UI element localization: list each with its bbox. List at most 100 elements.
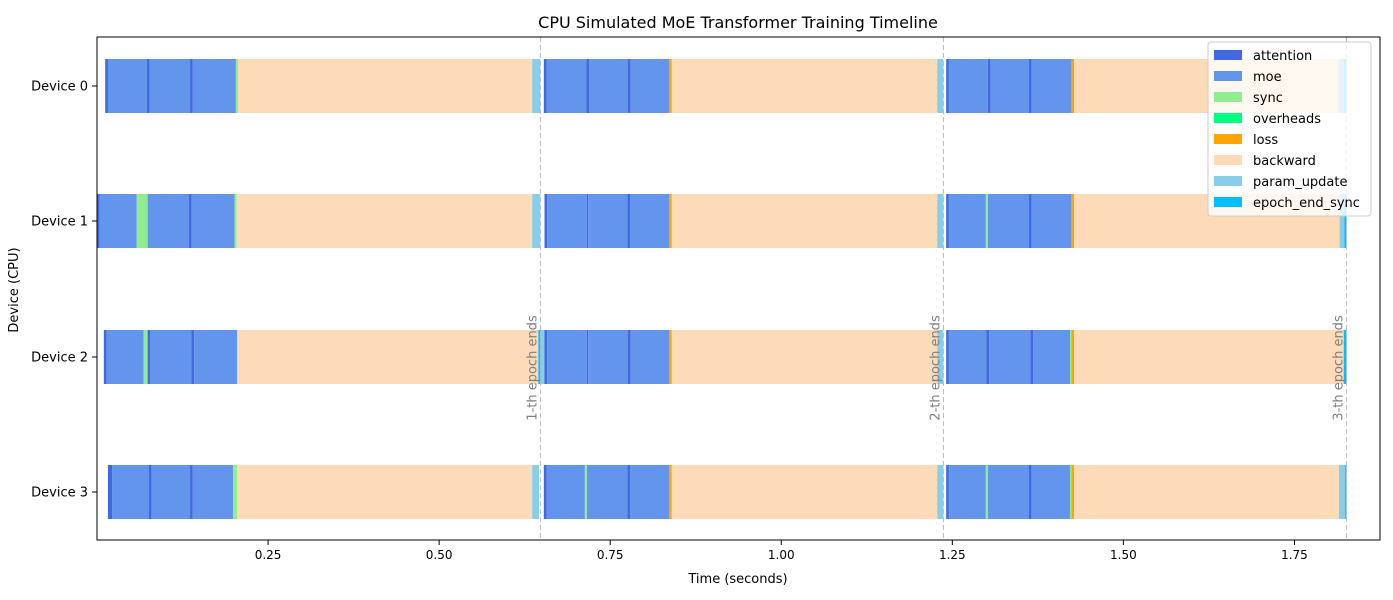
segment-backward <box>236 194 533 248</box>
x-tick-label: 0.75 <box>597 548 624 562</box>
segment-backward <box>671 194 938 248</box>
segment-moe <box>192 465 234 519</box>
segment-moe <box>1033 330 1071 384</box>
segment-moe <box>150 330 192 384</box>
segment-sync <box>985 465 988 519</box>
segment-moe <box>192 59 236 113</box>
segment-moe <box>547 194 587 248</box>
segment-moe <box>987 465 1029 519</box>
segment-attention <box>1028 194 1032 248</box>
segment-moe <box>1031 465 1071 519</box>
legend-swatch-attention <box>1214 50 1242 60</box>
x-tick-label: 1.50 <box>1110 548 1137 562</box>
segment-attention <box>188 194 192 248</box>
segment-attention <box>586 194 589 248</box>
legend-label-param_update: param_update <box>1253 175 1348 190</box>
segment-sync <box>1070 465 1072 519</box>
y-axis-label: Device (CPU) <box>7 247 22 332</box>
segment-attention <box>103 330 107 384</box>
y-tick-label: Device 1 <box>31 215 88 230</box>
legend-swatch-sync <box>1214 92 1242 102</box>
segment-moe <box>586 465 628 519</box>
epoch-marker-label: 1-th epoch ends <box>525 315 540 421</box>
segment-epoch_end_sync <box>1345 465 1347 519</box>
plot-frame <box>96 36 1381 541</box>
plot-background <box>97 37 1380 540</box>
segment-loss <box>669 330 672 384</box>
segment-attention <box>543 59 547 113</box>
segment-moe <box>1031 194 1072 248</box>
segment-attention <box>149 465 152 519</box>
segment-backward <box>1074 330 1344 384</box>
segment-attention <box>146 59 150 113</box>
segment-loss <box>669 465 672 519</box>
segment-attention <box>190 465 193 519</box>
segment-moe <box>112 465 149 519</box>
legend-label-sync: sync <box>1253 91 1283 106</box>
y-axis: Device 0 Device 1 Device 2 Device 3 <box>31 80 97 501</box>
x-tick-label: 1.00 <box>768 548 795 562</box>
segment-loss <box>1071 59 1075 113</box>
segment-attention <box>946 465 949 519</box>
chart-title: CPU Simulated MoE Transformer Training T… <box>538 13 938 32</box>
segment-sync <box>1070 330 1072 384</box>
segment-attention <box>1028 465 1032 519</box>
segment-backward <box>1074 465 1339 519</box>
segment-attention <box>544 194 548 248</box>
epoch-marker-label: 3-th epoch ends <box>1331 315 1346 421</box>
segment-attention <box>586 330 589 384</box>
segment-moe <box>948 59 988 113</box>
legend-label-epoch_end_sync: epoch_end_sync <box>1253 196 1360 211</box>
segment-backward <box>237 465 533 519</box>
segment-loss <box>1071 465 1075 519</box>
segment-sync <box>136 194 148 248</box>
legend-label-attention: attention <box>1253 49 1312 64</box>
legend-label-overheads: overheads <box>1253 112 1321 127</box>
segment-moe <box>630 465 670 519</box>
segment-moe <box>948 465 986 519</box>
segment-param_update <box>532 59 541 113</box>
x-tick-label: 1.75 <box>1281 548 1308 562</box>
legend-swatch-moe <box>1214 71 1242 81</box>
segment-attention <box>946 194 949 248</box>
segment-moe <box>948 194 986 248</box>
segment-loss <box>1071 194 1075 248</box>
x-axis: 0.25 0.50 0.75 1.00 1.25 1.50 1.75 <box>255 540 1308 562</box>
segment-epoch_end_sync <box>1344 194 1347 248</box>
epoch-marker-label: 2-th epoch ends <box>928 315 943 421</box>
segment-moe <box>547 330 587 384</box>
legend-swatch-epoch_end_sync <box>1214 197 1242 207</box>
segment-moe <box>191 194 235 248</box>
segment-backward <box>237 330 539 384</box>
segment-param_update <box>937 59 944 113</box>
segment-attention <box>627 194 631 248</box>
segment-loss <box>669 194 672 248</box>
segment-attention <box>1030 330 1034 384</box>
segment-backward <box>671 330 938 384</box>
segment-moe <box>588 194 628 248</box>
segment-attention <box>627 59 631 113</box>
segment-moe <box>630 330 670 384</box>
segment-attention <box>946 59 949 113</box>
segment-moe <box>151 465 191 519</box>
segment-moe <box>106 330 144 384</box>
segment-attention <box>627 330 631 384</box>
segment-param_update <box>1338 465 1346 519</box>
segment-attention <box>543 465 547 519</box>
segment-moe <box>546 59 587 113</box>
legend-label-moe: moe <box>1253 70 1282 85</box>
segment-param_update <box>937 330 944 384</box>
segment-attention <box>191 330 195 384</box>
segment-param_update <box>937 194 944 248</box>
x-axis-label: Time (seconds) <box>687 572 787 587</box>
segment-sync <box>235 59 238 113</box>
segment-moe <box>99 194 137 248</box>
segment-moe <box>546 465 585 519</box>
segment-moe <box>989 330 1031 384</box>
segment-attention <box>586 59 589 113</box>
segment-attention <box>97 194 100 248</box>
segment-moe <box>990 59 1029 113</box>
segment-moe <box>588 59 628 113</box>
legend-label-backward: backward <box>1253 154 1316 169</box>
segment-sync <box>584 465 587 519</box>
